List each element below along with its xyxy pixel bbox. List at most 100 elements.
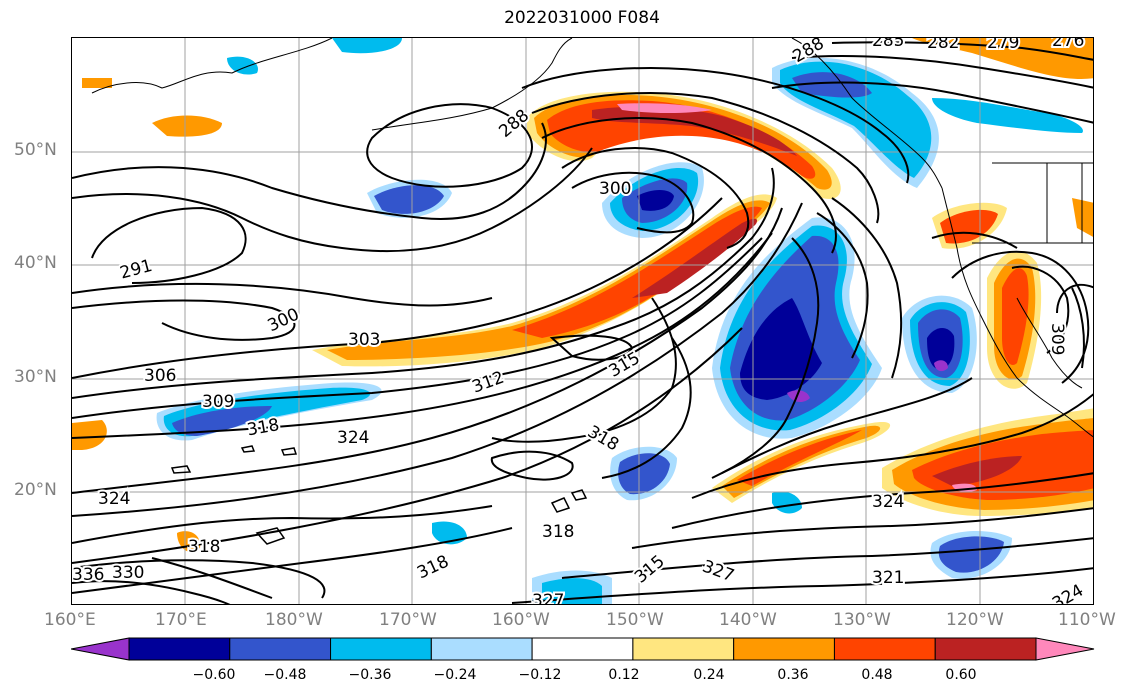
colorbar xyxy=(71,637,1095,661)
contour-label: 276 xyxy=(1052,38,1084,51)
longitude-label: 180°W xyxy=(265,610,323,630)
coastlines xyxy=(91,38,1093,438)
longitude-label: 130°W xyxy=(833,610,891,630)
warm-region xyxy=(1072,198,1093,237)
colorbar-tick-label: −0.48 xyxy=(263,667,307,683)
colorbar-segment xyxy=(430,637,533,661)
colorbar-tick-label: −0.36 xyxy=(348,667,392,683)
warm-region xyxy=(72,420,107,450)
warm-region xyxy=(1002,268,1029,366)
colorbar-tick-label: −0.24 xyxy=(433,667,477,683)
longitude-label: 120°W xyxy=(946,610,1004,630)
cool-region xyxy=(332,38,402,54)
alaska-panhandle-coast xyxy=(791,38,943,189)
aleutian-coast xyxy=(371,38,573,131)
warm-region xyxy=(940,209,998,244)
contour-label: 324 xyxy=(872,492,904,512)
warm-region xyxy=(912,38,1093,79)
contour-label: 318 xyxy=(245,415,280,440)
contour-label: 279 xyxy=(987,38,1019,53)
warm-region xyxy=(82,78,112,88)
cool-region xyxy=(432,521,467,545)
colorbar-extend-low xyxy=(71,637,130,661)
contour-label: 300 xyxy=(599,179,631,199)
contour-label: 324 xyxy=(337,428,369,448)
colorbar-segment xyxy=(934,637,1037,661)
colorbar-segment xyxy=(733,637,835,661)
contour-label: 282 xyxy=(927,38,959,53)
warm-region xyxy=(152,115,222,137)
colorbar-tick-label: 0.36 xyxy=(777,667,809,683)
longitude-label: 160°W xyxy=(492,610,550,630)
alaska-coast xyxy=(91,38,333,94)
cool-region xyxy=(772,491,802,514)
colorbar-tick-label: 0.60 xyxy=(945,667,977,683)
shading-layer xyxy=(72,38,1093,604)
contour-label: 324 xyxy=(98,489,130,509)
cool-region xyxy=(792,72,872,98)
contour-label: 303 xyxy=(348,330,380,350)
latitude-label: 30°N xyxy=(14,367,57,387)
cool-region xyxy=(740,298,822,400)
contour-label: 315 xyxy=(606,348,644,382)
cool-region xyxy=(172,406,272,436)
cool-region xyxy=(927,327,955,370)
cool-region xyxy=(787,390,810,403)
colorbar-extend-high xyxy=(1035,637,1095,661)
contour-label: 327 xyxy=(532,591,564,605)
longitude-label: 110°W xyxy=(1058,610,1116,630)
contours xyxy=(72,41,1093,604)
map-title: 2022031000 F084 xyxy=(504,8,660,28)
map-canvas: 291 288 300 300 303 306 309 312 315 318 … xyxy=(72,38,1093,605)
latitude-label: 20°N xyxy=(14,480,57,500)
colorbar-tick-label: −0.60 xyxy=(192,667,236,683)
colorbar-segment xyxy=(531,637,634,661)
cool-region xyxy=(374,185,444,214)
contour-label: 306 xyxy=(144,366,176,386)
latitude-label: 40°N xyxy=(14,253,57,273)
contour-label: 318 xyxy=(188,537,220,557)
cool-region xyxy=(934,360,948,372)
latitude-label: 50°N xyxy=(14,140,57,160)
contour-label: 309 xyxy=(1047,323,1067,355)
colorbar-segment xyxy=(128,637,231,661)
contour-label: 285 xyxy=(872,38,904,51)
contour-label: 318 xyxy=(542,522,574,542)
warm-region xyxy=(617,103,712,113)
contour-label: 318 xyxy=(414,552,452,584)
contour-label: 321 xyxy=(872,568,904,588)
longitude-label: 160°E xyxy=(44,610,96,630)
longitude-label: 140°W xyxy=(719,610,777,630)
warm-region xyxy=(737,430,862,486)
warm-region xyxy=(512,206,762,338)
warm-region xyxy=(632,218,758,298)
longitude-label: 150°W xyxy=(606,610,664,630)
cool-region xyxy=(618,453,670,495)
baja-coast xyxy=(1016,297,1083,389)
contour-label: 309 xyxy=(202,392,234,412)
colorbar-tick-label: −0.12 xyxy=(518,667,562,683)
cool-region xyxy=(932,98,1083,133)
colorbar-segment xyxy=(833,637,936,661)
colorbar-segment xyxy=(330,637,432,661)
cool-region xyxy=(227,56,258,75)
colorbar-tick-label: 0.48 xyxy=(861,667,893,683)
colorbar-segment xyxy=(632,637,735,661)
small-contours xyxy=(170,445,588,545)
contour-label: 330 xyxy=(112,563,144,583)
longitude-label: 170°E xyxy=(155,610,207,630)
contour-label: 300 xyxy=(265,304,303,336)
contour-label: 327 xyxy=(699,556,736,586)
cool-region xyxy=(637,190,674,211)
map-panel[interactable]: 291 288 300 300 303 306 309 312 315 318 … xyxy=(71,37,1094,605)
warm-region xyxy=(592,106,797,156)
contour-label: 315 xyxy=(631,551,669,587)
contour-label: 336 xyxy=(72,565,104,585)
colorbar-tick-label: 0.12 xyxy=(608,667,640,683)
contour-label: 291 xyxy=(118,256,155,284)
longitude-label: 170°W xyxy=(379,610,437,630)
warm-region xyxy=(932,456,1022,486)
contour-label: 324 xyxy=(1049,581,1087,605)
colorbar-segment xyxy=(229,637,332,661)
colorbar-tick-label: 0.24 xyxy=(693,667,725,683)
